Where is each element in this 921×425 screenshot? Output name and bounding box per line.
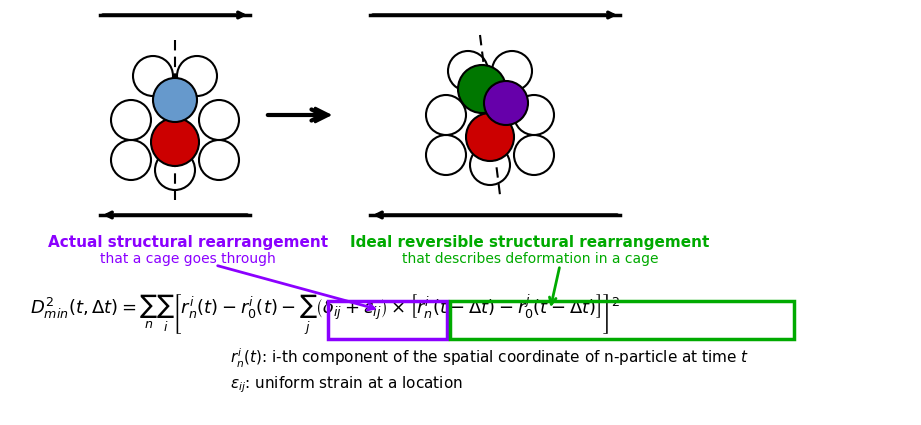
Circle shape — [199, 100, 239, 140]
Circle shape — [199, 140, 239, 180]
Text: Actual structural rearrangement: Actual structural rearrangement — [48, 235, 328, 250]
Text: $D^2_{min}(t,\Delta t)=\sum_n\sum_i\left[r^i_n(t)-r^i_0(t)-\sum_j\left(\delta_{i: $D^2_{min}(t,\Delta t)=\sum_n\sum_i\left… — [30, 293, 620, 337]
Circle shape — [426, 135, 466, 175]
Circle shape — [111, 100, 151, 140]
Circle shape — [448, 51, 488, 91]
Circle shape — [470, 145, 510, 185]
Text: $\varepsilon_{ij}$: uniform strain at a location: $\varepsilon_{ij}$: uniform strain at a … — [230, 375, 462, 395]
Text: that a cage goes through: that a cage goes through — [100, 252, 276, 266]
Circle shape — [514, 95, 554, 135]
Circle shape — [484, 81, 528, 125]
Circle shape — [466, 113, 514, 161]
Circle shape — [492, 51, 532, 91]
Text: $r^i_n(t)$: i-th component of the spatial coordinate of n-particle at time $t$: $r^i_n(t)$: i-th component of the spatia… — [230, 346, 749, 370]
Circle shape — [111, 140, 151, 180]
Circle shape — [426, 95, 466, 135]
Circle shape — [177, 56, 217, 96]
Text: that describes deformation in a cage: that describes deformation in a cage — [402, 252, 659, 266]
Circle shape — [133, 56, 173, 96]
Circle shape — [155, 150, 195, 190]
Circle shape — [514, 135, 554, 175]
Circle shape — [458, 65, 506, 113]
Circle shape — [151, 118, 199, 166]
Text: Ideal reversible structural rearrangement: Ideal reversible structural rearrangemen… — [350, 235, 710, 250]
Circle shape — [153, 78, 197, 122]
